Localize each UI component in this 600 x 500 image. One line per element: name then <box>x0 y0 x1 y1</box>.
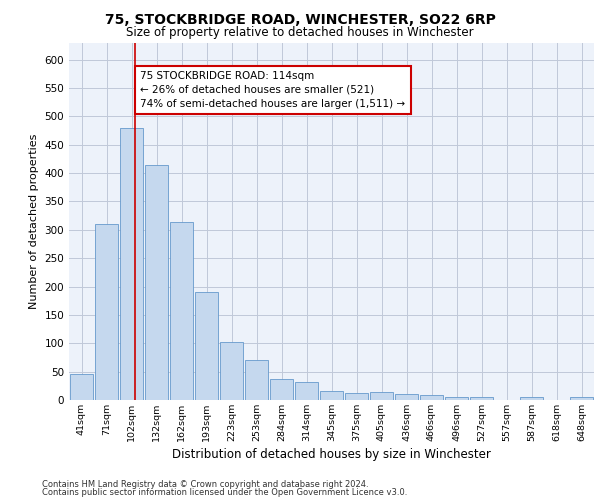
Bar <box>145 164 169 400</box>
Bar <box>269 379 293 400</box>
Bar <box>170 222 193 400</box>
Bar <box>569 397 593 400</box>
Bar <box>245 360 268 400</box>
Text: Contains public sector information licensed under the Open Government Licence v3: Contains public sector information licen… <box>42 488 407 497</box>
Text: 75, STOCKBRIDGE ROAD, WINCHESTER, SO22 6RP: 75, STOCKBRIDGE ROAD, WINCHESTER, SO22 6… <box>104 13 496 27</box>
Bar <box>395 394 418 400</box>
Y-axis label: Number of detached properties: Number of detached properties <box>29 134 39 309</box>
Text: Contains HM Land Registry data © Crown copyright and database right 2024.: Contains HM Land Registry data © Crown c… <box>42 480 368 489</box>
Bar <box>119 128 143 400</box>
Bar <box>520 397 544 400</box>
Bar <box>470 397 493 400</box>
Bar <box>344 393 368 400</box>
Bar <box>370 392 394 400</box>
Bar <box>220 342 244 400</box>
Bar <box>320 392 343 400</box>
Bar <box>194 292 218 400</box>
Bar <box>445 397 469 400</box>
Bar <box>419 396 443 400</box>
Bar <box>295 382 319 400</box>
X-axis label: Distribution of detached houses by size in Winchester: Distribution of detached houses by size … <box>172 448 491 461</box>
Bar <box>70 374 94 400</box>
Text: Size of property relative to detached houses in Winchester: Size of property relative to detached ho… <box>126 26 474 39</box>
Bar <box>95 224 118 400</box>
Text: 75 STOCKBRIDGE ROAD: 114sqm
← 26% of detached houses are smaller (521)
74% of se: 75 STOCKBRIDGE ROAD: 114sqm ← 26% of det… <box>140 71 406 109</box>
